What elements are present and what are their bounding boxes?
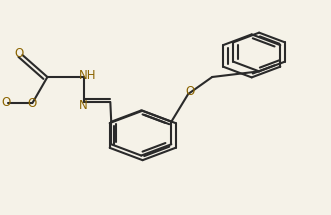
Text: O: O [28,97,37,110]
Text: O: O [185,85,194,98]
Text: N: N [79,99,88,112]
Text: NH: NH [79,69,96,82]
Text: O: O [15,48,24,60]
Text: O: O [1,97,11,109]
